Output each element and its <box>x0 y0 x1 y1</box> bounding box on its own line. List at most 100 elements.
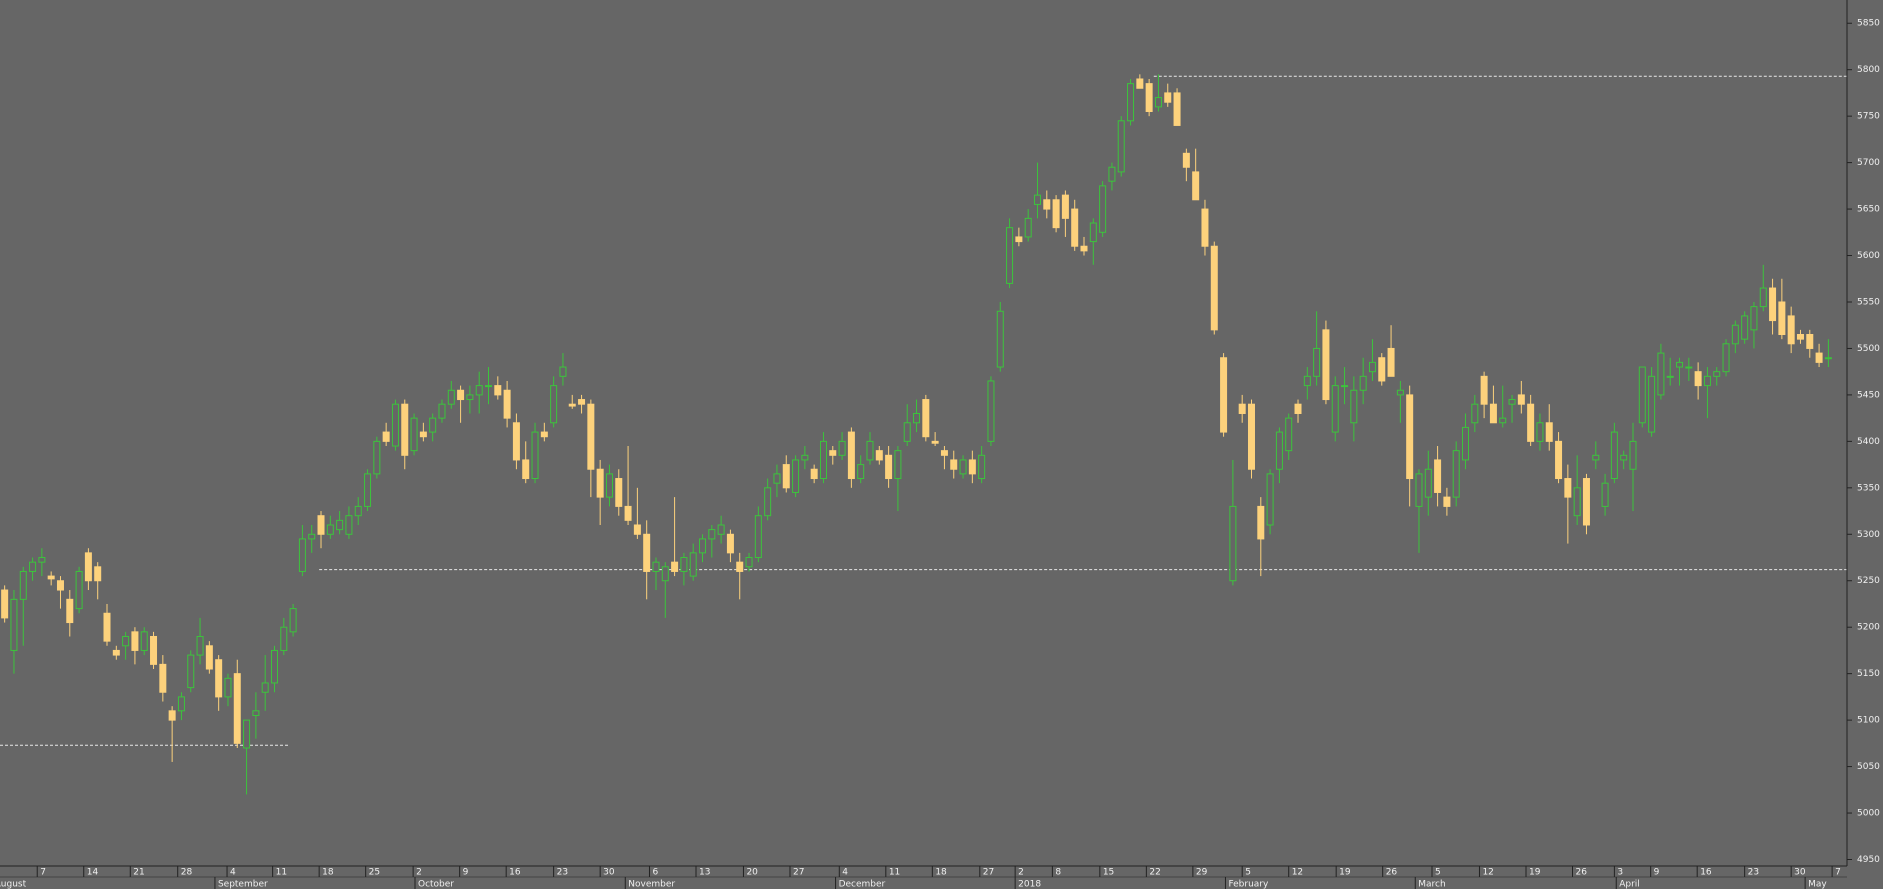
x-tick-label: 7 <box>1835 868 1841 878</box>
candle-body <box>866 440 874 461</box>
candle-body <box>1722 343 1730 373</box>
candle-body <box>773 473 781 484</box>
candle-body <box>1657 352 1665 396</box>
candle-body <box>122 635 130 647</box>
x-tick-label: 26 <box>1386 868 1398 878</box>
candle-body <box>103 612 111 642</box>
candle-body <box>1173 92 1181 126</box>
x-tick-label: 2 <box>1018 868 1024 878</box>
candle-body <box>1061 194 1069 219</box>
candle-body <box>1294 403 1302 414</box>
candle-body <box>494 385 502 396</box>
candle-body <box>801 454 809 461</box>
candle-body <box>894 450 902 480</box>
candle-body <box>1592 454 1600 461</box>
candle-body <box>168 710 176 721</box>
candle-body <box>1769 287 1777 322</box>
candle-body <box>131 631 139 651</box>
candle-body <box>1434 459 1442 493</box>
y-tick-label: 5350 <box>1857 483 1880 493</box>
candle-body <box>1796 334 1804 340</box>
x-tick-label: 26 <box>1576 868 1588 878</box>
candle-body <box>1676 361 1684 368</box>
candle-body <box>66 598 74 624</box>
candle-body <box>633 524 641 535</box>
candle-body <box>1033 194 1041 205</box>
candle-body <box>512 422 520 461</box>
candle-body <box>940 450 948 456</box>
candle-body <box>1089 222 1097 243</box>
candle-body <box>419 431 427 438</box>
candle-body <box>1117 120 1125 173</box>
candle-body <box>1071 208 1079 247</box>
candle-body <box>1545 422 1553 442</box>
candle-body <box>1629 440 1637 470</box>
candle-body <box>1275 431 1283 470</box>
x-tick-label: 2 <box>416 868 422 878</box>
x-tick-label: 6 <box>652 868 658 878</box>
x-tick-label: 9 <box>463 868 469 878</box>
candle-body <box>252 710 260 716</box>
x-tick-label: 21 <box>133 868 144 878</box>
y-tick-label: 5650 <box>1857 205 1880 215</box>
candle-body <box>559 366 567 377</box>
candle-body <box>391 403 399 447</box>
candle-body <box>1350 389 1358 424</box>
y-tick-label: 5550 <box>1857 297 1880 307</box>
x-tick-label: 23 <box>1748 868 1759 878</box>
month-label: November <box>628 880 675 889</box>
candle-body <box>913 412 921 424</box>
candle-body <box>1806 334 1814 349</box>
candle-body <box>150 635 158 665</box>
x-tick-label: 16 <box>1700 868 1712 878</box>
month-label: December <box>839 880 886 889</box>
candle-body <box>438 403 446 419</box>
candle-body <box>959 459 967 475</box>
x-tick-label: 14 <box>87 868 99 878</box>
candle-body <box>233 673 241 744</box>
candle-body <box>550 385 558 424</box>
candle-body <box>1127 83 1135 122</box>
candle-body <box>819 440 827 480</box>
candle-body <box>354 505 362 517</box>
month-label: 2018 <box>1018 880 1041 889</box>
candle-body <box>745 557 753 568</box>
candle-body <box>224 677 232 698</box>
y-tick-label: 5850 <box>1857 19 1880 29</box>
candle-body <box>308 533 316 540</box>
candle-body <box>531 431 539 480</box>
candle-body <box>1415 473 1423 507</box>
month-label: April <box>1619 880 1640 889</box>
candle-body <box>1052 199 1060 229</box>
candle-body <box>1108 166 1116 182</box>
month-label: February <box>1228 880 1269 889</box>
x-tick-label: 28 <box>181 868 193 878</box>
x-tick-label: 13 <box>699 868 710 878</box>
candle-body <box>205 645 213 670</box>
candle-body <box>1192 171 1200 201</box>
x-tick-label: 16 <box>509 868 521 878</box>
candle-body <box>1006 227 1014 284</box>
month-label: March <box>1418 880 1445 889</box>
x-tick-label: 18 <box>322 868 334 878</box>
candle-body <box>978 454 986 480</box>
candle-body <box>1527 403 1535 442</box>
candle-body <box>75 570 83 610</box>
candle-body <box>1731 324 1739 345</box>
candle-body <box>782 464 790 489</box>
y-tick-label: 5700 <box>1857 158 1880 168</box>
candle-body <box>140 631 148 651</box>
candle-body <box>1750 306 1758 331</box>
candle-body <box>1582 478 1590 526</box>
candle-body <box>578 399 586 405</box>
candle-body <box>1257 505 1265 540</box>
x-tick-label: 25 <box>369 868 380 878</box>
candle-body <box>112 649 120 656</box>
x-tick-label: 27 <box>983 868 994 878</box>
candle-body <box>624 505 632 521</box>
candle-body <box>84 552 92 582</box>
candle-body <box>1238 403 1246 414</box>
candle-body <box>1517 394 1525 405</box>
